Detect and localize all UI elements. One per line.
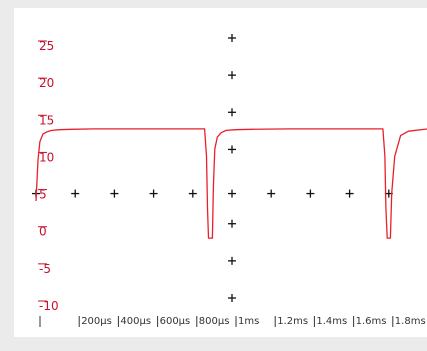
grid-marker (345, 189, 354, 198)
grid-marker (267, 189, 276, 198)
x-tick-label: 1.8ms (395, 316, 426, 327)
x-tick-label: 400µs (120, 316, 151, 327)
y-tick-label: 25 (39, 39, 54, 53)
x-tick-label: 1ms (238, 316, 259, 327)
grid-marker (228, 189, 236, 198)
grid-marker (228, 108, 236, 117)
x-tick-label: 800µs (199, 316, 230, 327)
grid-marker (71, 189, 80, 198)
grid-markers (32, 34, 393, 302)
series-layer (35, 128, 427, 239)
grid-marker (228, 34, 236, 42)
y-tick-label: 20 (39, 76, 54, 90)
y-tick-label: -5 (39, 262, 51, 276)
grid-marker (110, 189, 119, 198)
x-tick-label: 1.2ms (277, 316, 308, 327)
x-tick-label: 600µs (160, 316, 191, 327)
grid-marker (228, 294, 236, 302)
y-tick-label: -10 (39, 299, 59, 313)
grid-marker (228, 145, 236, 154)
x-tick-label: 1.4ms (316, 316, 347, 327)
series-line-0 (35, 128, 427, 239)
grid-marker (306, 189, 315, 198)
grid-marker (228, 71, 236, 80)
x-tick-label: 200µs (81, 316, 112, 327)
plot-panel (14, 8, 427, 337)
x-axis: 200µs 400µs 600µs 800µs 1ms 1.2ms 1.4ms 1.6ms 1.… (39, 316, 426, 327)
x-tick-label: 1.6ms (356, 316, 387, 327)
grid-marker (228, 219, 236, 228)
y-tick-label: 0 (39, 225, 47, 239)
grid-marker (228, 256, 236, 265)
y-tick-label: 15 (39, 113, 54, 127)
y-tick-label: 10 (39, 150, 54, 164)
grid-marker (149, 189, 158, 198)
grid-marker (188, 189, 197, 198)
y-tick-label: 5 (39, 188, 47, 202)
y-axis: 25 20 15 10 5 0 -5 -10 (38, 39, 59, 313)
